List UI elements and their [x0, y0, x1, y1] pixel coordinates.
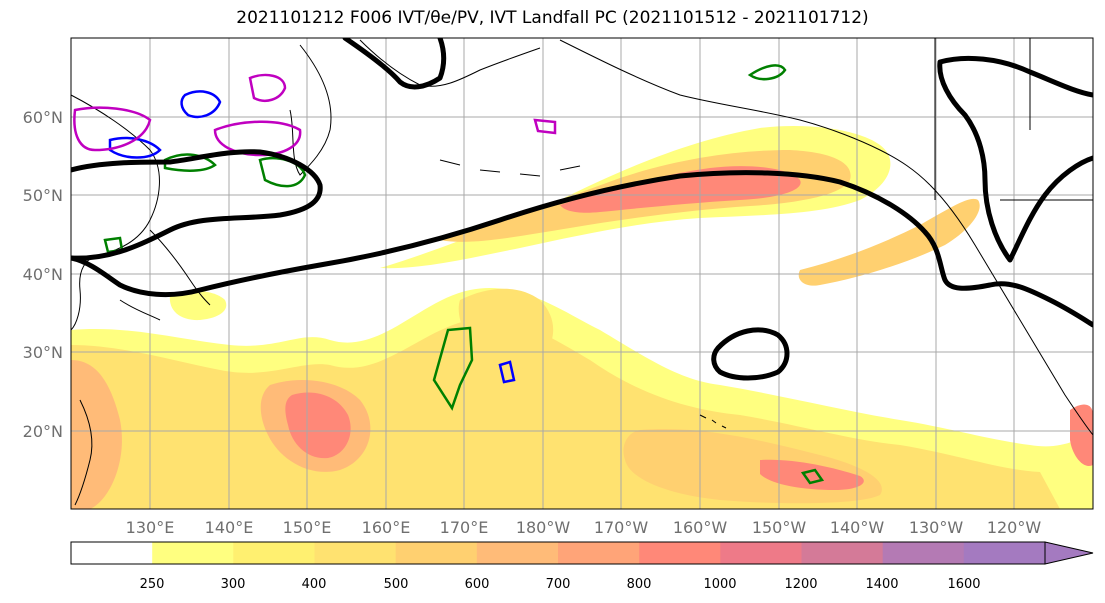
graticule — [71, 38, 1093, 509]
colorbar-label-1000: 1000 — [703, 577, 736, 592]
coast-japan — [119, 229, 211, 321]
lon-label-160e: 160°E — [362, 518, 411, 537]
lon-label-140w: 140°W — [830, 518, 885, 537]
theta-e-contour-west — [163, 153, 217, 172]
colorbar-label-300: 300 — [221, 577, 246, 592]
theta-e-contour-southeast — [800, 468, 825, 485]
colorbar-swatch — [395, 542, 478, 564]
colorbar-label-250: 250 — [140, 577, 165, 592]
pv-contour-magenta-3 — [73, 106, 152, 152]
pv-contour-blue-1 — [180, 90, 222, 119]
colorbar-label-800: 800 — [627, 577, 652, 592]
lon-label-130e: 130°E — [126, 518, 175, 537]
ivt-japan-patch — [169, 290, 227, 321]
colorbar-label-600: 600 — [465, 577, 490, 592]
pv-contour-magenta-1 — [248, 73, 287, 102]
colorbar-swatch — [801, 542, 884, 564]
colorbar-extend-arrow — [1044, 541, 1094, 565]
ivt-tropical-core-west — [71, 360, 122, 509]
ivt-ar-core — [560, 166, 801, 213]
lon-label-130w: 130°W — [909, 518, 964, 537]
lat-label-30: 30°N — [23, 343, 63, 362]
colorbar-swatch — [882, 542, 965, 564]
ivt-southeast-red — [760, 459, 864, 490]
theta-e-contour-northeast — [747, 64, 787, 81]
ivt-east-edge — [1070, 404, 1093, 466]
lon-label-170w: 170°W — [594, 518, 649, 537]
map-content — [71, 38, 1093, 509]
pv-contour-magenta-4 — [533, 118, 557, 135]
pc-contours — [71, 38, 1093, 381]
pc-contour-main — [71, 170, 1093, 328]
colorbar-labels: 250 300 400 500 600 700 800 1000 1200 14… — [140, 577, 981, 592]
pc-contour-north — [342, 38, 447, 90]
colorbar-swatch — [720, 542, 803, 564]
coast-bering — [359, 39, 541, 87]
coastlines — [71, 38, 1093, 506]
coast-philippines — [74, 399, 93, 506]
ivt-ar-eastern-branch — [798, 198, 980, 286]
lon-label-180w: 180°W — [516, 518, 571, 537]
pv-contour-blue-2 — [108, 136, 162, 159]
theta-e-contours — [103, 64, 825, 485]
ivt-typhoon-red — [285, 392, 351, 459]
colorbar-swatch — [314, 542, 397, 564]
colorbar-label-400: 400 — [302, 577, 327, 592]
map-frame — [70, 37, 1094, 510]
colorbar-swatch — [71, 542, 153, 564]
longitude-labels: 130°E 140°E 150°E 160°E 170°E 180°W 170°… — [126, 518, 1042, 537]
colorbar-label-500: 500 — [384, 577, 409, 592]
colorbar-frame — [70, 541, 1046, 565]
lat-label-20: 20°N — [23, 422, 63, 441]
figure-title-text: 2021101212 F006 IVT/θe/PV, IVT Landfall … — [236, 8, 869, 28]
coast-alaska — [559, 39, 931, 186]
lon-label-120w: 120°W — [987, 518, 1042, 537]
coast-kamchatka — [289, 44, 332, 176]
ivt-midpacific-plume — [458, 288, 554, 370]
theta-e-contour-midpacific — [432, 326, 474, 411]
colorbar-swatch — [476, 542, 559, 564]
coast-hawaii — [699, 414, 727, 429]
colorbar-swatch — [558, 542, 640, 564]
colorbar-swatch — [963, 542, 1046, 564]
latitude-labels: 60°N 50°N 40°N 30°N 20°N — [23, 108, 63, 441]
colorbar: 250 300 400 500 600 700 800 1000 1200 14… — [70, 541, 1094, 592]
colorbar-label-1400: 1400 — [865, 577, 898, 592]
colorbar-swatch — [639, 542, 721, 564]
pv-contours — [73, 73, 557, 384]
coast-aleutians — [439, 159, 581, 177]
lon-label-140e: 140°E — [205, 518, 254, 537]
lon-label-160w: 160°W — [673, 518, 728, 537]
pc-contour-northeast-loop — [937, 55, 1093, 263]
lon-label-170e: 170°E — [440, 518, 489, 537]
figure-title: 2021101212 F006 IVT/θe/PV, IVT Landfall … — [0, 8, 1105, 28]
pc-contour-west-loop — [71, 149, 323, 261]
lon-label-150e: 150°E — [283, 518, 332, 537]
lon-label-150w: 150°W — [752, 518, 807, 537]
colorbar-label-700: 700 — [546, 577, 571, 592]
colorbar-swatch — [233, 542, 316, 564]
pv-contour-magenta-2 — [213, 120, 302, 157]
colorbar-swatch — [152, 542, 234, 564]
lat-label-40: 40°N — [23, 265, 63, 284]
coast-north-america — [929, 184, 1093, 436]
pv-contour-blue-3 — [498, 360, 516, 384]
theta-e-contour-north — [258, 156, 307, 188]
lat-label-50: 50°N — [23, 186, 63, 205]
colorbar-swatches — [71, 542, 1046, 564]
pc-contour-subtropical-loop — [711, 327, 790, 381]
colorbar-label-1200: 1200 — [784, 577, 817, 592]
lat-label-60: 60°N — [23, 108, 63, 127]
us-canada-border — [934, 38, 1093, 201]
colorbar-label-1600: 1600 — [947, 577, 980, 592]
